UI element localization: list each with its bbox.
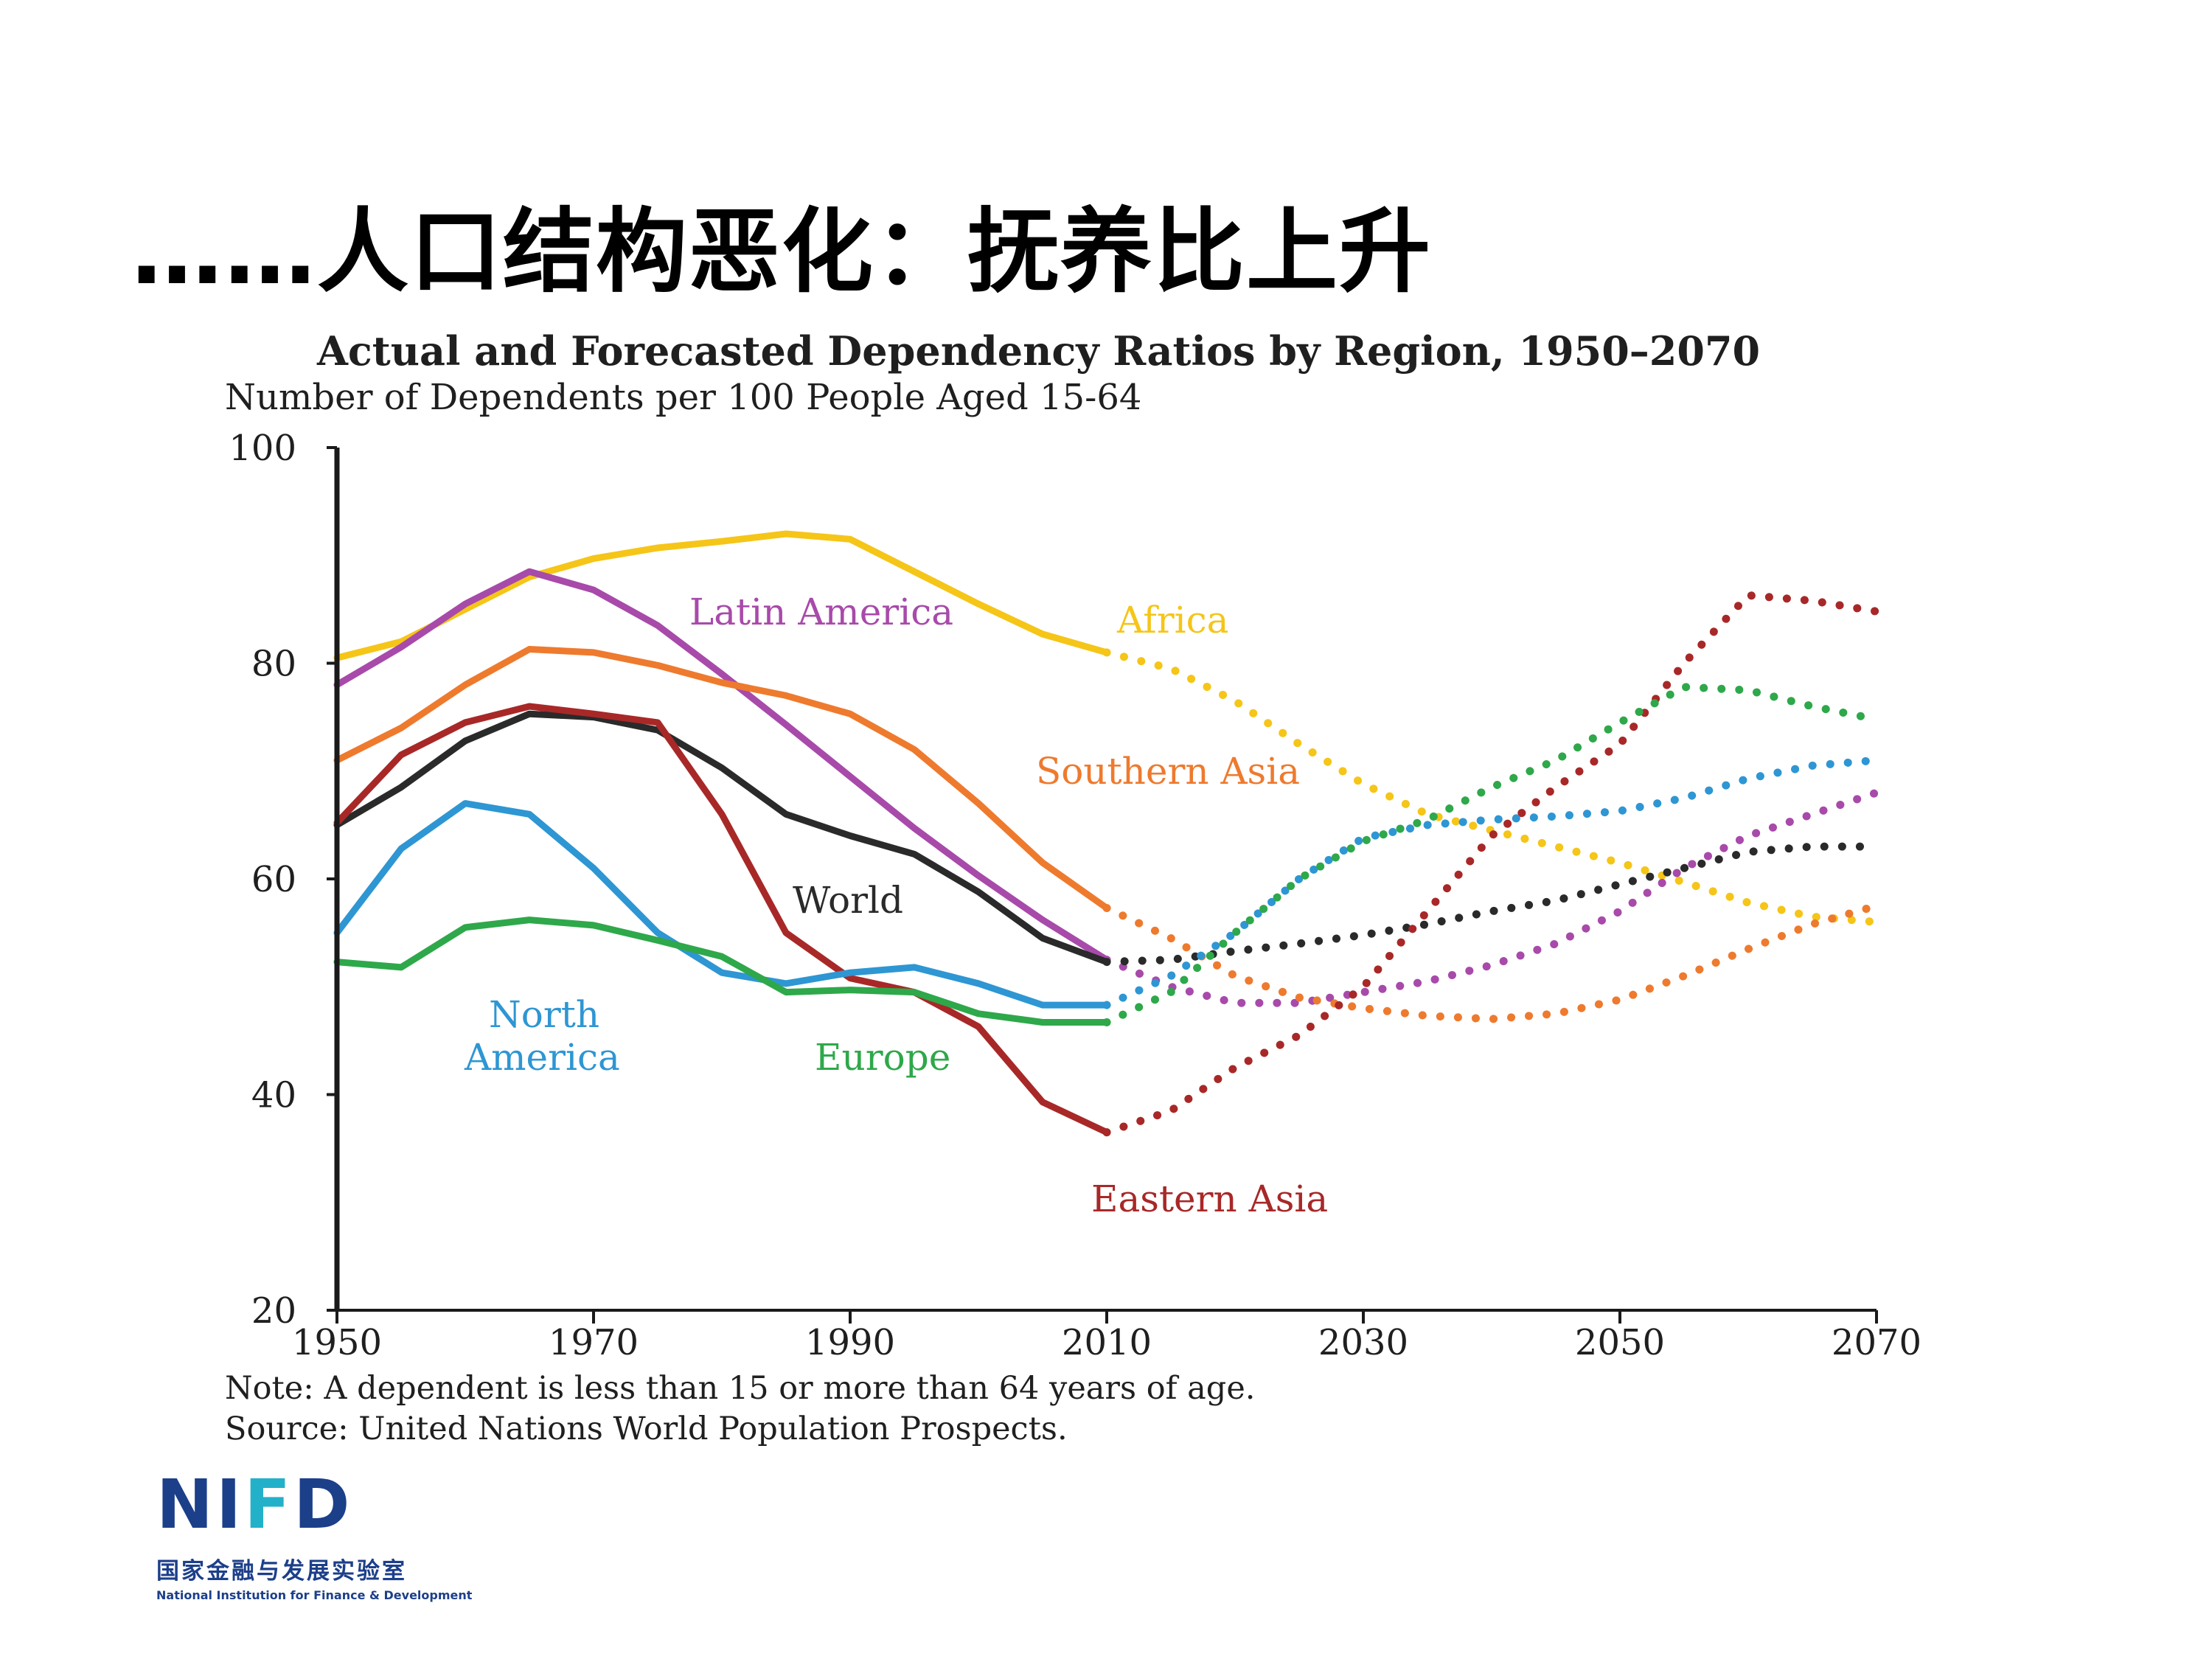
southern-asia-label: Southern Asia <box>1036 750 1300 793</box>
x-tick-label: 2070 <box>1832 1322 1921 1363</box>
nifd-logo: NIFD 国家金融与发展实验室 National Institution for… <box>156 1471 473 1603</box>
logo-mark-f: F <box>244 1465 294 1544</box>
x-tick-label: 2030 <box>1318 1322 1408 1363</box>
y-tick-label: 40 <box>251 1075 296 1116</box>
y-tick-label: 20 <box>251 1290 296 1332</box>
eastern-asia-actual-line <box>333 703 1110 1136</box>
southern-asia-forecast-line <box>1102 902 1881 1023</box>
y-tick-label: 100 <box>229 428 296 469</box>
world-actual-line <box>333 710 1110 966</box>
logo-chinese-name: 国家金融与发展实验室 <box>156 1558 407 1585</box>
chart-source: Source: United Nations World Population … <box>225 1411 1068 1447</box>
x-tick-label: 1990 <box>805 1322 895 1363</box>
chart-subtitle: Number of Dependents per 100 People Aged… <box>225 377 1141 418</box>
y-tick-label: 60 <box>251 859 296 900</box>
plot-axes: 20 40 60 80 100 1950 1970 1990 2010 2030 2050 2070 <box>229 428 1921 1363</box>
north-america-label: North America <box>464 993 620 1079</box>
africa-forecast-line <box>1102 648 1881 926</box>
eastern-asia-label: Eastern Asia <box>1091 1178 1328 1220</box>
logo-english-name: National Institution for Finance & Devel… <box>156 1588 473 1602</box>
logo-mark-ni: NI <box>156 1465 245 1544</box>
north-america-label-line: America <box>464 1036 620 1079</box>
latin-america-label: Latin America <box>689 591 953 633</box>
latin-america-forecast-line <box>1102 788 1881 1007</box>
logo-mark: NIFD <box>156 1471 472 1539</box>
europe-actual-line <box>333 917 1110 1026</box>
logo-mark-d: D <box>293 1465 353 1544</box>
y-tick-label: 80 <box>251 644 296 685</box>
north-america-label-line: North <box>489 993 599 1036</box>
world-label: World <box>793 879 903 922</box>
north-america-forecast-line <box>1102 756 1881 1009</box>
world-forecast-line <box>1102 842 1881 967</box>
x-tick-label: 1970 <box>549 1322 639 1363</box>
eastern-asia-forecast-line <box>1102 591 1881 1137</box>
southern-asia-actual-line <box>333 646 1110 911</box>
north-america-actual-line <box>333 800 1110 1009</box>
europe-label: Europe <box>815 1036 950 1079</box>
x-tick-label: 2050 <box>1575 1322 1665 1363</box>
chart-note: Note: A dependent is less than 15 or mor… <box>225 1370 1256 1407</box>
x-tick-label: 1950 <box>292 1322 382 1363</box>
europe-forecast-line <box>1102 683 1881 1026</box>
africa-actual-line <box>333 530 1110 661</box>
plot-series <box>333 530 1881 1137</box>
plot-labels: Africa Latin America Southern Asia World Eas… <box>464 591 1328 1220</box>
x-tick-label: 2010 <box>1062 1322 1152 1363</box>
slide-title: ……人口结构恶化：抚养比上升 <box>131 199 1433 305</box>
africa-label: Africa <box>1116 599 1228 641</box>
chart-title: Actual and Forecasted Dependency Ratios … <box>316 327 1760 375</box>
latin-america-actual-line <box>333 568 1110 964</box>
